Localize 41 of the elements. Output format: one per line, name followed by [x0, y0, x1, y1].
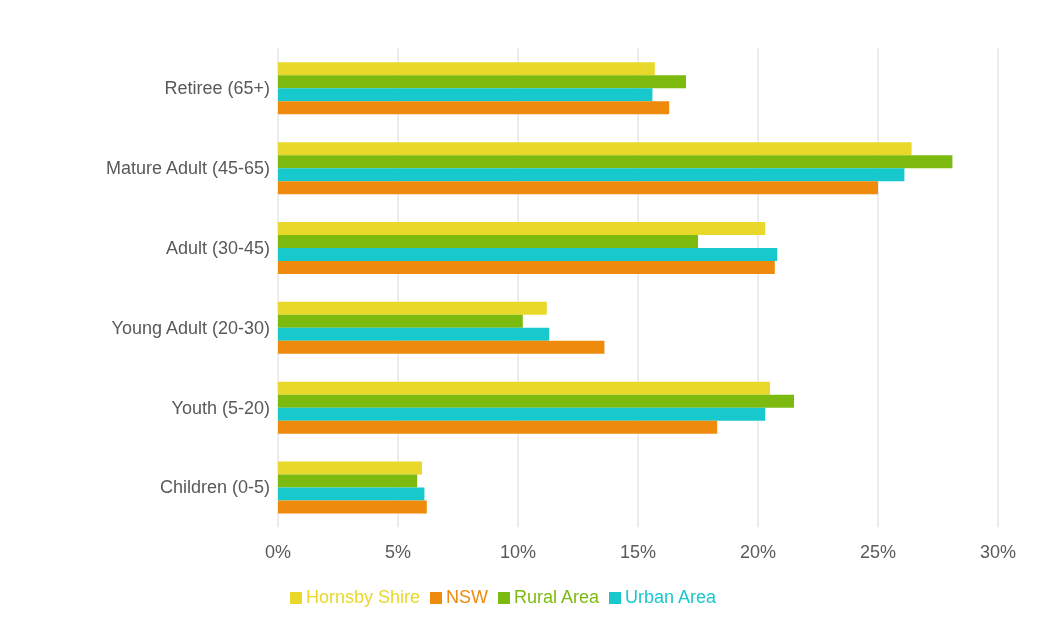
bar [278, 155, 953, 169]
x-tick-label: 0% [264, 541, 292, 562]
y-tick-label: Children (0-5) [159, 477, 270, 498]
bar [278, 75, 686, 89]
bar [278, 88, 653, 102]
legend-label: NSW [445, 587, 488, 607]
bar [278, 168, 905, 182]
bar [278, 394, 794, 408]
y-tick-label: Adult (30-45) [165, 237, 270, 258]
bar [278, 235, 698, 249]
x-tick-label: 10% [499, 541, 537, 562]
bar [278, 461, 422, 475]
bar [278, 381, 770, 395]
bar [278, 487, 425, 501]
bar [278, 222, 766, 236]
bar [278, 261, 775, 275]
bar [278, 340, 605, 354]
bar [278, 420, 718, 434]
bar [278, 142, 912, 156]
x-tick-label: 15% [619, 541, 657, 562]
y-tick-label: Young Adult (20-30) [111, 317, 270, 338]
bar [278, 301, 547, 315]
bar [278, 248, 778, 262]
legend-label: Hornsby Shire [305, 587, 420, 607]
bar [278, 407, 766, 421]
x-tick-label: 20% [739, 541, 777, 562]
legend-label: Urban Area [625, 587, 717, 607]
bar [278, 314, 523, 328]
legend-label: Rural Area [513, 587, 600, 607]
bar [278, 327, 550, 341]
bar [278, 474, 418, 488]
bar [278, 500, 427, 514]
x-tick-label: 30% [979, 541, 1017, 562]
bar [278, 181, 878, 195]
bar [278, 62, 655, 76]
x-tick-label: 5% [384, 541, 412, 562]
bar [278, 101, 670, 115]
y-tick-label: Youth (5-20) [171, 397, 270, 418]
y-tick-label: Mature Adult (45-65) [105, 158, 270, 179]
x-tick-label: 25% [859, 541, 897, 562]
y-tick-label: Retiree (65+) [164, 78, 270, 99]
